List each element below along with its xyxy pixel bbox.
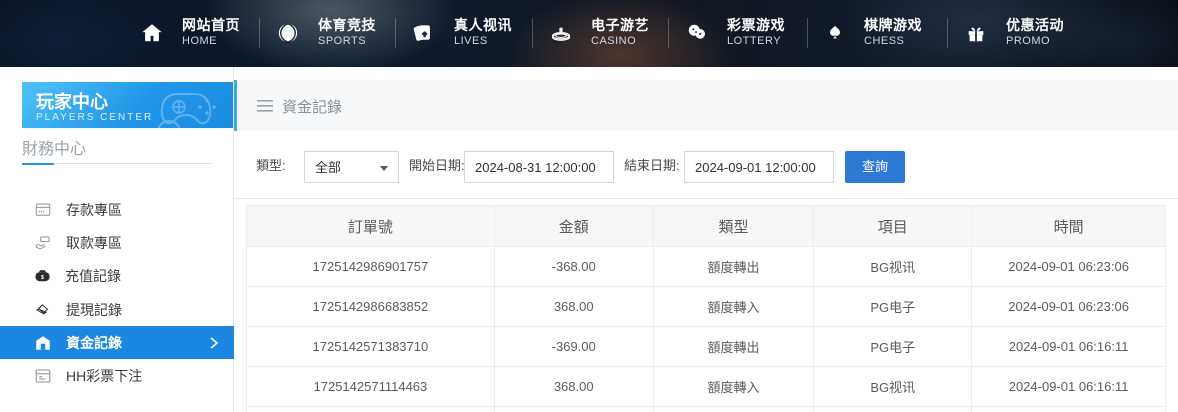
svg-text:$: $	[41, 275, 44, 281]
